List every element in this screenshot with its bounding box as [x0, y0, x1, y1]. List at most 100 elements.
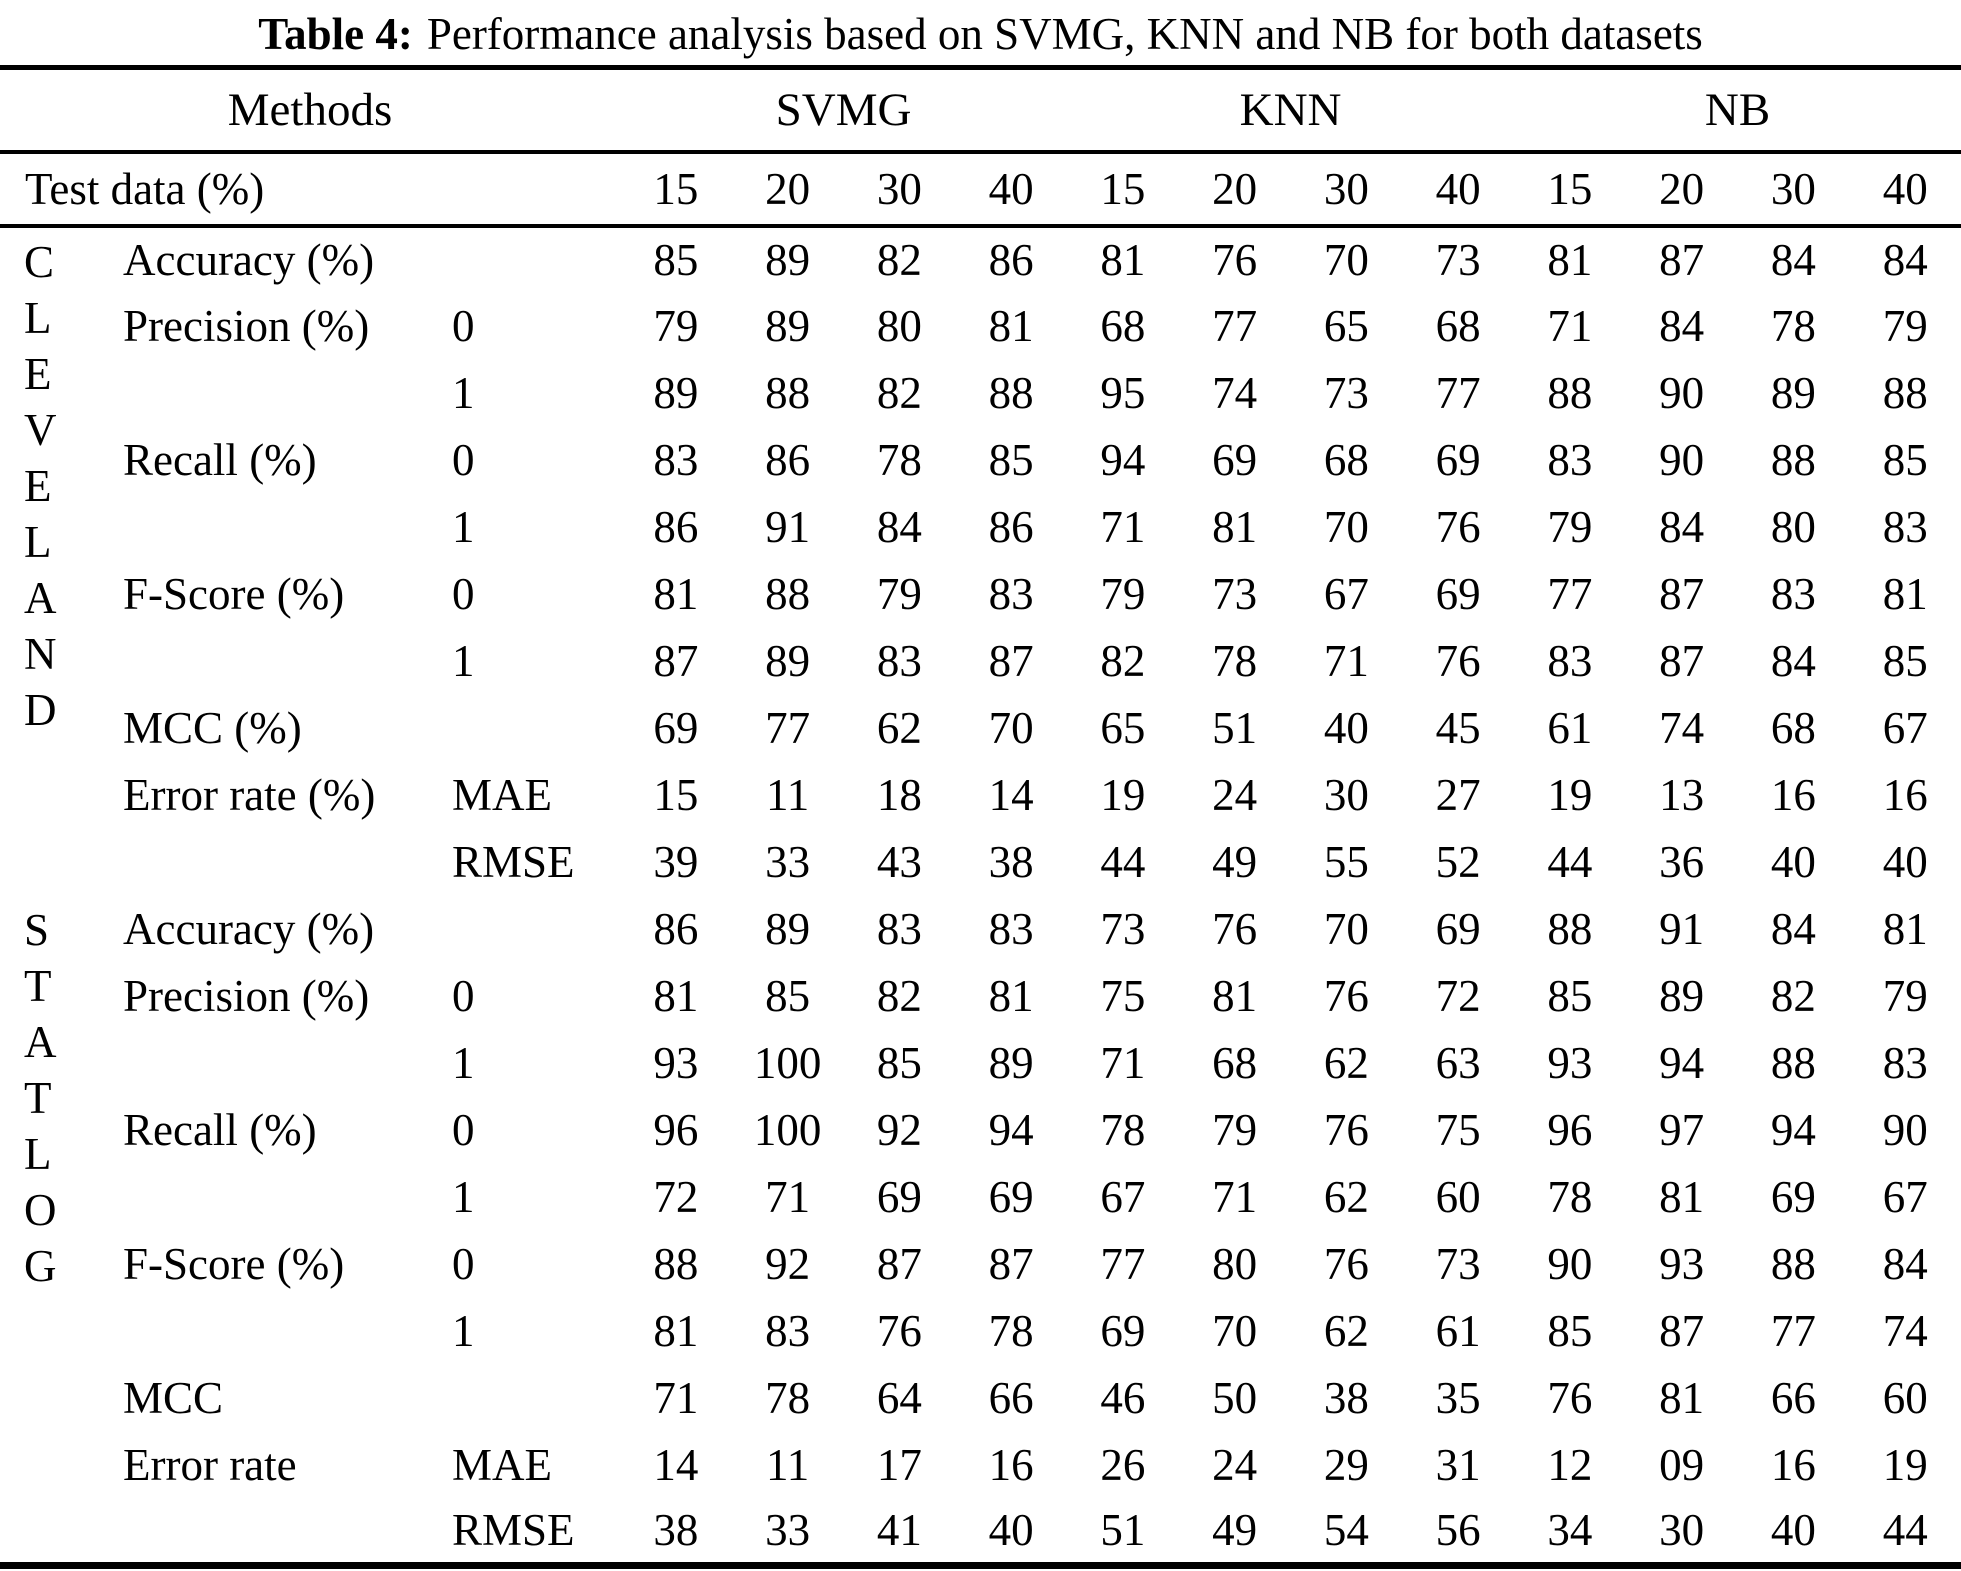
value-cell: 84: [1659, 502, 1705, 552]
test-data-percent: 30: [1290, 151, 1403, 228]
value-cell: 71: [1323, 636, 1369, 686]
sub-label: 1: [452, 1038, 475, 1088]
value-cell: 71: [1100, 1038, 1146, 1088]
value-cell: 87: [876, 1239, 922, 1289]
test-data-percent: 30: [1737, 151, 1850, 228]
value-cell: 81: [1659, 1373, 1705, 1423]
value-cell: 85: [653, 235, 699, 285]
metric-label: Error rate (%): [123, 770, 376, 820]
group-header-svmg: SVMG: [620, 67, 1068, 154]
value-cell: 62: [876, 703, 922, 753]
value-cell: 33: [765, 837, 811, 887]
value-cell: 89: [765, 904, 811, 954]
value-cell: 79: [1100, 569, 1146, 619]
value-cell: 96: [653, 1105, 699, 1155]
value-cell: 84: [1882, 235, 1928, 285]
sub-label: 1: [452, 636, 475, 686]
value-cell: 55: [1323, 837, 1369, 887]
value-cell: 76: [1323, 971, 1369, 1021]
metric-label: Precision (%): [123, 301, 370, 351]
metric-label: F-Score (%): [123, 1239, 345, 1289]
value-cell: 76: [1435, 502, 1481, 552]
value-cell: 87: [1659, 636, 1705, 686]
metric-label: [95, 360, 430, 427]
test-data-percent: 15: [620, 151, 732, 228]
value-cell: 67: [1323, 569, 1369, 619]
value-cell: 18: [876, 770, 922, 820]
table-row: RMSE 38 33 41 40 51 49 54 56 34 30 40 44: [0, 1499, 1961, 1566]
value-cell: 70: [1323, 502, 1369, 552]
value-cell: 16: [1882, 770, 1928, 820]
value-cell: 09: [1659, 1440, 1705, 1490]
table-row: 1 86 91 84 86 71 81 70 76 79 84 80 83: [0, 494, 1961, 561]
metric-label: [95, 829, 430, 896]
value-cell: 44: [1100, 837, 1146, 887]
value-cell: 78: [765, 1373, 811, 1423]
value-cell: 29: [1323, 1440, 1369, 1490]
value-cell: 82: [876, 368, 922, 418]
value-cell: 84: [1882, 1239, 1928, 1289]
value-cell: 92: [876, 1105, 922, 1155]
value-cell: 88: [1770, 1239, 1816, 1289]
table-row: Recall (%) 0 96 100 92 94 78 79 76 75 96 97 94 90: [0, 1097, 1961, 1164]
value-cell: 81: [1659, 1172, 1705, 1222]
value-cell: 91: [1659, 904, 1705, 954]
test-data-percent: 20: [1178, 151, 1291, 228]
table-row: Error rate (%) MAE 15 11 18 14 19 24 30 27 19 13 16 1…: [0, 762, 1961, 829]
value-cell: 36: [1659, 837, 1705, 887]
value-cell: 70: [988, 703, 1034, 753]
value-cell: 77: [1435, 368, 1481, 418]
sub-label: 1: [452, 502, 475, 552]
value-cell: 83: [765, 1306, 811, 1356]
value-cell: 87: [1659, 235, 1705, 285]
table-caption-text: Performance analysis based on SVMG, KNN …: [426, 9, 1703, 59]
test-data-percent: 40: [1849, 151, 1961, 228]
value-cell: 79: [1882, 301, 1928, 351]
value-cell: 66: [1770, 1373, 1816, 1423]
value-cell: 49: [1212, 837, 1258, 887]
metric-label: Recall (%): [123, 435, 317, 485]
value-cell: 86: [988, 235, 1034, 285]
value-cell: 44: [1882, 1505, 1928, 1556]
metric-label: Accuracy (%): [123, 904, 375, 954]
group-header-knn: KNN: [1067, 67, 1515, 154]
value-cell: 19: [1882, 1440, 1928, 1490]
value-cell: 88: [1770, 435, 1816, 485]
value-cell: 83: [1882, 1038, 1928, 1088]
value-cell: 11: [765, 1440, 810, 1490]
value-cell: 70: [1323, 904, 1369, 954]
value-cell: 76: [876, 1306, 922, 1356]
value-cell: 73: [1212, 569, 1258, 619]
value-cell: 69: [988, 1172, 1034, 1222]
value-cell: 77: [1547, 569, 1593, 619]
test-data-percent: 40: [955, 151, 1068, 228]
sub-label: RMSE: [452, 837, 575, 887]
value-cell: 88: [988, 368, 1034, 418]
value-cell: 52: [1435, 837, 1481, 887]
value-cell: 61: [1547, 703, 1593, 753]
value-cell: 68: [1100, 301, 1146, 351]
sub-label: MAE: [452, 1440, 552, 1490]
value-cell: 84: [1659, 301, 1705, 351]
value-cell: 73: [1100, 904, 1146, 954]
value-cell: 30: [1323, 770, 1369, 820]
value-cell: 60: [1882, 1373, 1928, 1423]
value-cell: 33: [765, 1505, 811, 1556]
methods-header: Methods: [0, 67, 621, 154]
value-cell: 69: [1435, 904, 1481, 954]
value-cell: 65: [1323, 301, 1369, 351]
value-cell: 82: [876, 235, 922, 285]
value-cell: 71: [1212, 1172, 1258, 1222]
value-cell: 11: [765, 770, 810, 820]
table-body: C L E V E L A N D Accuracy (%) 85 89 82 86 81 7…: [0, 226, 1961, 1566]
test-data-label: Test data (%): [0, 151, 621, 228]
value-cell: 69: [1212, 435, 1258, 485]
value-cell: 93: [1659, 1239, 1705, 1289]
value-cell: 79: [1212, 1105, 1258, 1155]
value-cell: 86: [653, 904, 699, 954]
sub-label: 0: [452, 301, 475, 351]
value-cell: 83: [1547, 435, 1593, 485]
sub-label: 0: [452, 1239, 475, 1289]
value-cell: 85: [1882, 636, 1928, 686]
value-cell: 87: [653, 636, 699, 686]
